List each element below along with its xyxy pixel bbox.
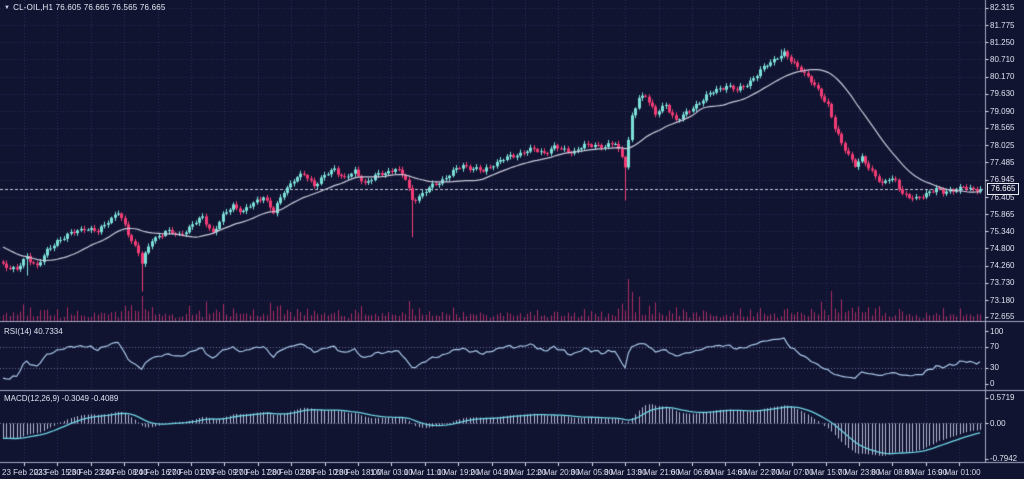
rsi-indicator-label: RSI(14) 40.7334 [4, 327, 63, 336]
price-axis-label: 80.170 [990, 72, 1015, 82]
price-axis-label: 74.800 [990, 243, 1015, 253]
time-axis-label: 8 Mar 08:00 [871, 468, 914, 477]
rsi-axis-label: 70 [990, 342, 999, 352]
time-axis-label: 1 Mar 19:00 [436, 468, 480, 477]
price-axis-label: 82.315 [990, 3, 1015, 13]
time-axis-label: 7 Mar 15:00 [804, 468, 847, 477]
symbol-ohlc-text: CL-OIL,H1 76.605 76.665 76.565 76.665 [13, 3, 166, 12]
macd-axis-label: 0.5719 [990, 393, 1015, 402]
price-axis-label: 78.565 [990, 123, 1015, 133]
time-axis-label: 7 Mar 23:00 [837, 468, 881, 477]
price-axis-label: 79.090 [990, 106, 1015, 116]
price-axis-label: 81.250 [990, 37, 1015, 47]
time-axis-label: 3 Mar 13:00 [603, 468, 647, 477]
rsi-axis-label: 0 [990, 379, 995, 388]
time-axis-label: 2 Mar 20:00 [537, 468, 580, 477]
collapse-icon[interactable]: ▼ [4, 4, 11, 11]
price-axis-label: 73.730 [990, 278, 1015, 288]
time-axis-label: 6 Mar 14:00 [704, 468, 747, 477]
price-axis-label: 81.775 [990, 20, 1015, 30]
price-axis-label: 80.710 [990, 54, 1015, 64]
time-axis-label: 28 Feb 18:00 [334, 468, 382, 477]
time-axis-label: 23 Feb 23:00 [67, 468, 115, 477]
time-axis-label: 28 Feb 02:00 [267, 468, 315, 477]
price-axis-label: 75.340 [990, 226, 1015, 236]
time-axis-label: 28 Feb 10:00 [301, 468, 349, 477]
price-axis-label: 75.865 [990, 209, 1015, 219]
macd-indicator-label: MACD(12,26,9) -0.3049 -0.4089 [4, 394, 119, 403]
macd-axis-label: 0.00 [990, 418, 1006, 428]
time-axis-label: 7 Mar 07:00 [770, 468, 814, 477]
time-axis-label: 27 Feb 09:00 [200, 468, 248, 477]
price-axis-label: 73.180 [990, 295, 1015, 305]
price-axis-label: 78.025 [990, 140, 1015, 150]
time-axis-label: 2 Mar 04:00 [470, 468, 513, 477]
rsi-axis-label: 30 [990, 363, 999, 373]
time-axis-label: 24 Feb 16:00 [134, 468, 182, 477]
price-axis-label: 76.945 [990, 175, 1015, 185]
rsi-axis-label: 100 [990, 326, 1004, 336]
time-axis-label: 8 Mar 16:00 [904, 468, 948, 477]
current-price-badge: 76.665 [987, 182, 1020, 195]
time-axis-label: 9 Mar 01:00 [937, 468, 981, 477]
price-axis-label: 72.655 [990, 312, 1015, 322]
price-axis-label: 79.630 [990, 89, 1015, 99]
time-axis-label: 6 Mar 22:00 [737, 468, 781, 477]
price-axis-label: 76.405 [990, 192, 1015, 202]
time-axis-label: 6 Mar 06:00 [670, 468, 714, 477]
macd-axis-label: -0.7942 [990, 454, 1018, 463]
time-axis-label: 27 Feb 01:00 [167, 468, 215, 477]
time-axis-label: 1 Mar 11:00 [403, 468, 446, 477]
time-axis-label: 3 Mar 21:00 [637, 468, 680, 477]
time-axis-label: 3 Mar 05:00 [570, 468, 614, 477]
symbol-ohlc-label: ▼ CL-OIL,H1 76.605 76.665 76.565 76.665 [4, 3, 166, 12]
price-axis-label: 77.485 [990, 157, 1015, 167]
time-axis-label: 1 Mar 03:00 [370, 468, 413, 477]
time-axis-label: 24 Feb 08:00 [100, 468, 148, 477]
price-axis-label: 74.260 [990, 261, 1015, 271]
time-axis-label: 23 Feb 2023 [2, 468, 47, 477]
time-axis-label: 23 Feb 15:00 [33, 468, 81, 477]
time-axis-label: 2 Mar 12:00 [503, 468, 547, 477]
time-axis-label: 27 Feb 17:00 [234, 468, 282, 477]
